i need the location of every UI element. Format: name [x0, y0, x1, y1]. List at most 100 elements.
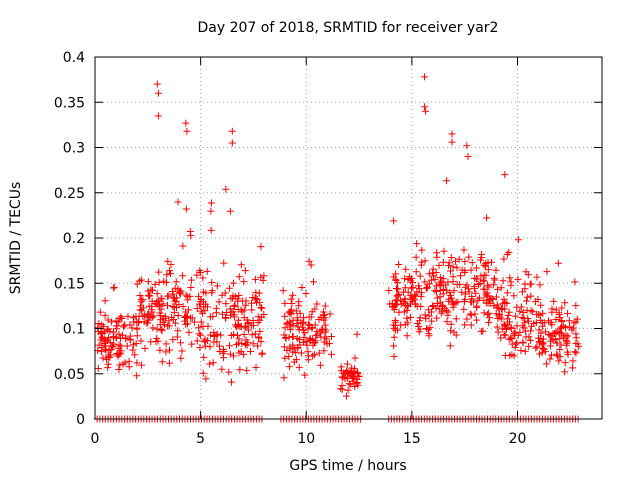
data-point	[569, 357, 577, 365]
data-point	[519, 309, 527, 317]
data-point	[222, 300, 230, 308]
data-point	[173, 333, 181, 341]
data-point-peak	[228, 139, 236, 147]
data-point	[237, 261, 245, 269]
data-point	[148, 297, 156, 305]
data-point	[321, 333, 329, 341]
data-point	[390, 342, 398, 350]
data-point	[474, 280, 482, 288]
data-point	[497, 334, 505, 342]
data-point	[490, 274, 498, 282]
data-point	[554, 259, 562, 267]
data-point	[510, 329, 518, 337]
data-point	[487, 258, 495, 266]
data-point	[240, 331, 248, 339]
data-point	[572, 349, 580, 357]
data-point	[202, 375, 210, 383]
data-point	[105, 347, 113, 355]
data-point	[464, 153, 472, 161]
data-point	[145, 302, 153, 310]
data-point	[241, 267, 249, 275]
data-point	[511, 331, 519, 339]
data-point	[201, 307, 209, 315]
data-point	[337, 385, 345, 393]
data-point	[490, 302, 498, 310]
data-point	[534, 295, 542, 303]
data-point	[429, 302, 437, 310]
data-point-peak	[421, 103, 429, 111]
data-point	[252, 295, 260, 303]
data-point	[562, 341, 570, 349]
data-point	[133, 359, 141, 367]
data-point	[254, 313, 262, 321]
data-point	[527, 292, 535, 300]
data-point	[564, 309, 572, 317]
data-point	[449, 278, 457, 286]
data-point	[477, 272, 485, 280]
y-tick-label: 0.3	[63, 141, 85, 157]
data-point	[456, 281, 464, 289]
data-point	[163, 271, 171, 279]
data-point	[473, 275, 481, 283]
data-point	[572, 339, 580, 347]
data-point	[426, 324, 434, 332]
data-point	[343, 360, 351, 368]
data-point	[155, 278, 163, 286]
y-tick-label: 0	[76, 412, 85, 428]
data-point	[427, 276, 435, 284]
data-point	[170, 303, 178, 311]
data-point	[394, 291, 402, 299]
data-point	[449, 263, 457, 271]
data-point	[468, 259, 476, 267]
data-point	[467, 311, 475, 319]
data-point	[164, 322, 172, 330]
data-point	[561, 299, 569, 307]
data-point	[564, 332, 572, 340]
data-point	[227, 295, 235, 303]
data-point	[521, 347, 529, 355]
data-point	[164, 257, 172, 265]
data-point	[344, 386, 352, 394]
data-points	[93, 73, 583, 423]
data-point	[203, 267, 211, 275]
data-point	[286, 326, 294, 334]
data-point	[565, 317, 573, 325]
data-point	[558, 317, 566, 325]
data-point	[103, 326, 111, 334]
data-point	[415, 285, 423, 293]
data-point	[225, 284, 233, 292]
data-point	[151, 280, 159, 288]
data-point	[187, 276, 195, 284]
data-point	[223, 308, 231, 316]
data-point	[248, 331, 256, 339]
data-point	[556, 346, 564, 354]
data-point	[424, 283, 432, 291]
data-point	[115, 330, 123, 338]
data-point	[305, 320, 313, 328]
data-point	[525, 333, 533, 341]
data-point	[568, 326, 576, 334]
y-tick-label: 0.1	[63, 322, 85, 338]
data-point	[518, 288, 526, 296]
data-point	[327, 350, 335, 358]
data-point	[235, 292, 243, 300]
data-point	[172, 319, 180, 327]
data-point	[236, 323, 244, 331]
data-point	[115, 344, 123, 352]
data-point	[258, 304, 266, 312]
data-point	[208, 287, 216, 295]
data-point	[97, 336, 105, 344]
data-point	[104, 316, 112, 324]
data-point	[492, 266, 500, 274]
data-point	[500, 255, 508, 263]
data-point	[482, 290, 490, 298]
data-point	[283, 347, 291, 355]
data-point	[288, 300, 296, 308]
data-point	[548, 321, 556, 329]
data-point	[101, 311, 109, 319]
data-point	[411, 296, 419, 304]
data-point	[556, 335, 564, 343]
data-point	[292, 307, 300, 315]
data-point	[159, 300, 167, 308]
data-point	[510, 352, 518, 360]
